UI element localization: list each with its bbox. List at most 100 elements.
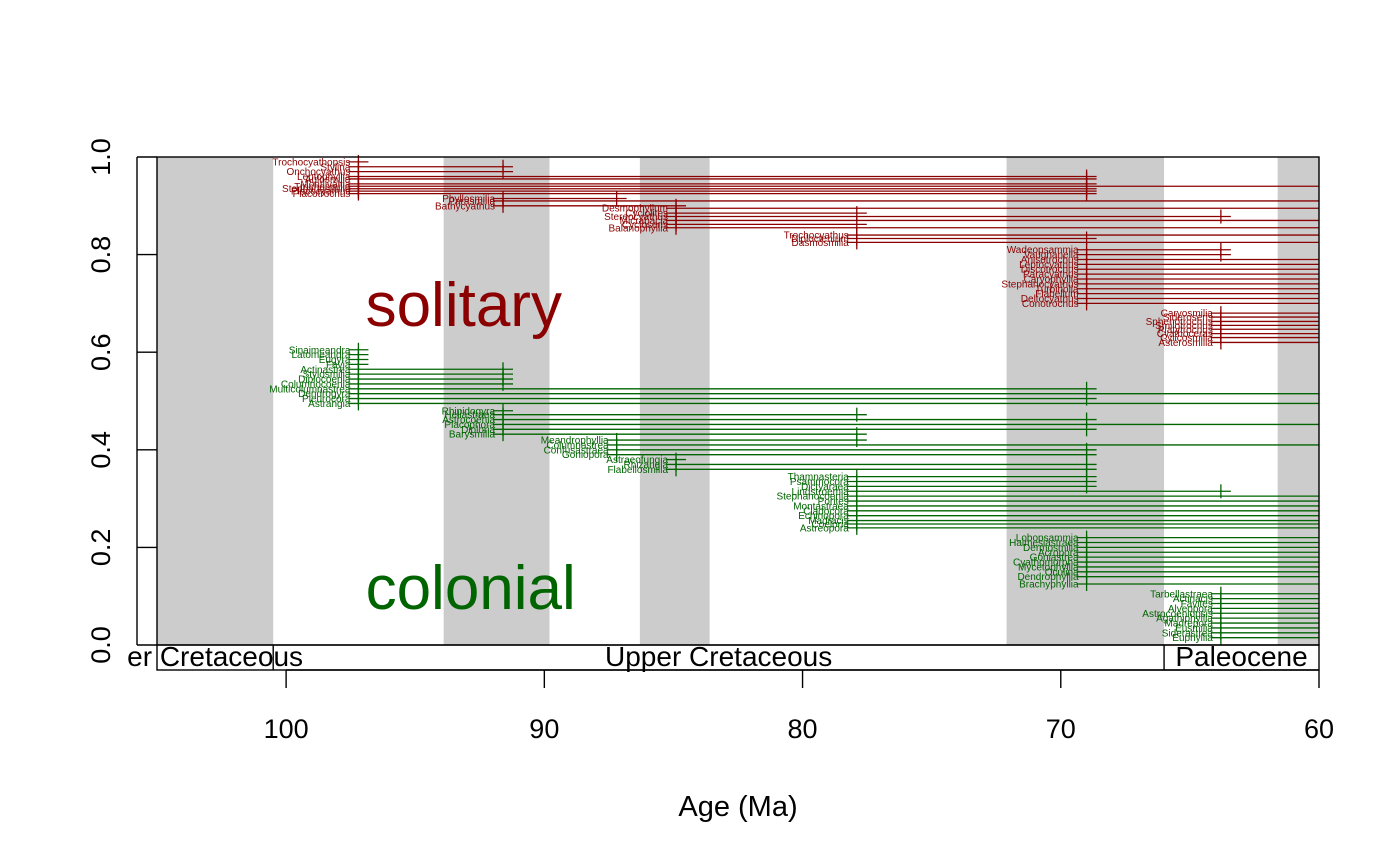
taxon-label: Stephanosmilia <box>282 184 351 195</box>
taxon-label: Pleurocora <box>302 394 351 405</box>
taxon-label: Smilotrochus <box>1155 321 1213 332</box>
taxon-label: Desmophyllum <box>602 204 668 215</box>
taxon-label: Cyclolites <box>625 209 668 220</box>
taxon-label: Stereocyathus <box>604 212 668 223</box>
taxon-label: Stephanocoenia <box>776 492 849 503</box>
stage-band <box>639 157 710 645</box>
taxon-label: Dendrogyra <box>298 389 351 400</box>
taxon-label: Psammocora <box>790 477 849 488</box>
x-axis: 100 90 80 70 60 <box>264 669 1334 744</box>
taxon-label: Leptophyllia <box>297 172 351 183</box>
taxon-label: Dictyaraea <box>801 482 849 493</box>
taxon-label: Aulosmilia <box>305 174 351 185</box>
x-tick-label: 60 <box>1304 714 1334 744</box>
taxon-label: Eugyra <box>319 355 351 366</box>
taxon-label: Placotrochus <box>293 189 351 200</box>
y-tick-label: 0.0 <box>86 626 116 664</box>
taxon-label: Diploctenium <box>791 234 849 245</box>
taxon-label: Alveopora <box>1168 604 1213 615</box>
x-tick-label: 100 <box>264 714 309 744</box>
taxon-label: Cladocora <box>803 506 849 517</box>
taxon-label: Brachyphyllia <box>1019 580 1079 591</box>
taxon-label: Cyathoceras <box>1157 329 1213 340</box>
taxon-label: Coeloria <box>812 519 850 530</box>
x-axis-title: Age (Ma) <box>678 791 797 823</box>
period-label: Paleocene <box>1175 641 1307 672</box>
x-tick-label: 90 <box>529 714 559 744</box>
taxon-label: Madrepora <box>1165 619 1214 630</box>
y-tick-label: 0.8 <box>86 236 116 274</box>
taxon-label: Flabellum <box>1035 289 1078 300</box>
taxon-label: Thamnasteria <box>788 472 850 483</box>
period-label: Upper Cretaceous <box>605 641 832 672</box>
taxon-label: Latomeandra <box>291 350 350 361</box>
taxon-label: Astrocoeniopsis <box>1142 609 1213 620</box>
taxon-label: Micrabacia <box>620 216 669 227</box>
plot-frame <box>156 156 1320 646</box>
taxon-label: Placophora <box>444 420 495 431</box>
taxon-label: Caryosmilia <box>1161 309 1214 320</box>
taxon-label: Dermosmilia <box>1023 543 1079 554</box>
taxon-label: Trochocyathus <box>784 231 849 242</box>
taxon-label: Mycetophyllia <box>1018 562 1079 573</box>
taxon-label: Acropora <box>1038 548 1079 559</box>
taxon-label: Echinopora <box>798 511 849 522</box>
taxon-label: Lobopsammia <box>1016 533 1079 544</box>
taxon-label: Balanophyllia <box>609 223 669 234</box>
taxon-label: Porites <box>818 497 849 508</box>
taxon-label: Asterosmilia <box>1158 338 1213 349</box>
taxon-ranges <box>348 154 1319 645</box>
taxon-label: Tarbellastraea <box>1150 589 1213 600</box>
taxon-label: Astrangia <box>308 399 351 410</box>
stage-band <box>1277 157 1319 645</box>
y-axis: 0.0 0.2 0.4 0.6 0.8 1.0 <box>86 138 157 664</box>
y-tick-label: 0.2 <box>86 529 116 567</box>
taxon-label: Lindstroemia <box>792 487 850 498</box>
taxon-label: Montastraea <box>793 501 849 512</box>
taxon-label: Rhipidogyra <box>442 406 496 417</box>
x-tick-label: 70 <box>1046 714 1076 744</box>
taxon-label: Wadeopsammia <box>1007 245 1079 256</box>
taxon-label: Vaughanella <box>1024 250 1079 261</box>
taxon-label: Siderastrea <box>1162 628 1214 639</box>
taxon-label: Actinastrea <box>300 365 350 376</box>
stage-band <box>157 157 274 645</box>
group-labels: solitary colonial <box>366 271 576 623</box>
y-tick-label: 0.6 <box>86 333 116 371</box>
taxon-label: Sinaimeandra <box>289 345 351 356</box>
taxon-label: Trochosmilia <box>294 182 351 193</box>
taxon-label: Dasmosmilia <box>792 238 850 249</box>
taxon-label: Actinacis <box>1173 594 1213 605</box>
taxon-label: Columnastrea <box>546 440 609 451</box>
taxon-label: Caryophyllia <box>1024 275 1079 286</box>
group-label-colonial: colonial <box>366 554 576 623</box>
taxon-label: Conotrochus <box>1022 299 1079 310</box>
taxon-label: Leptocyathus <box>1019 260 1079 271</box>
taxon-label: Stephanocyathus <box>1001 279 1078 290</box>
x-tick-label: 80 <box>788 714 818 744</box>
taxon-label: Turbinolia <box>1035 284 1079 295</box>
taxon-label: Cyathomorpha <box>1013 558 1079 569</box>
taxon-label: Euphyllia <box>1172 633 1213 644</box>
taxon-label: Stylina <box>320 162 350 173</box>
taxon-label: Oculina <box>1045 567 1079 578</box>
taxon-label: Diplocoenia <box>298 375 351 386</box>
y-tick-label: 0.4 <box>86 431 116 469</box>
taxon-label: Heliastraea <box>444 410 495 421</box>
taxon-label: Onchocyathus <box>286 167 350 178</box>
taxon-label: Multicolumnastrea <box>269 384 351 395</box>
taxon-label: Confusastraea <box>544 445 609 456</box>
taxon-label: Haimesiastraea <box>1009 538 1079 549</box>
taxon-label: Astrocoenia <box>442 415 495 426</box>
taxon-label: Astraeofungia <box>606 455 668 466</box>
period-strip <box>156 644 1320 671</box>
taxon-label: Deltocyathus <box>1021 294 1079 305</box>
taxon-label: Parasmilia <box>448 196 495 207</box>
taxon-label: Stylosmilia <box>303 370 351 381</box>
taxon-label: Diploria <box>461 425 495 436</box>
taxon-label: Sideroseris <box>1163 313 1213 324</box>
taxon-label: Flabellosmilia <box>607 465 668 476</box>
taxon-label: Platytrochus <box>1158 325 1213 336</box>
taxon-labels: TrochocyathopsisStylinaOnchocyathusLepto… <box>269 157 1213 644</box>
